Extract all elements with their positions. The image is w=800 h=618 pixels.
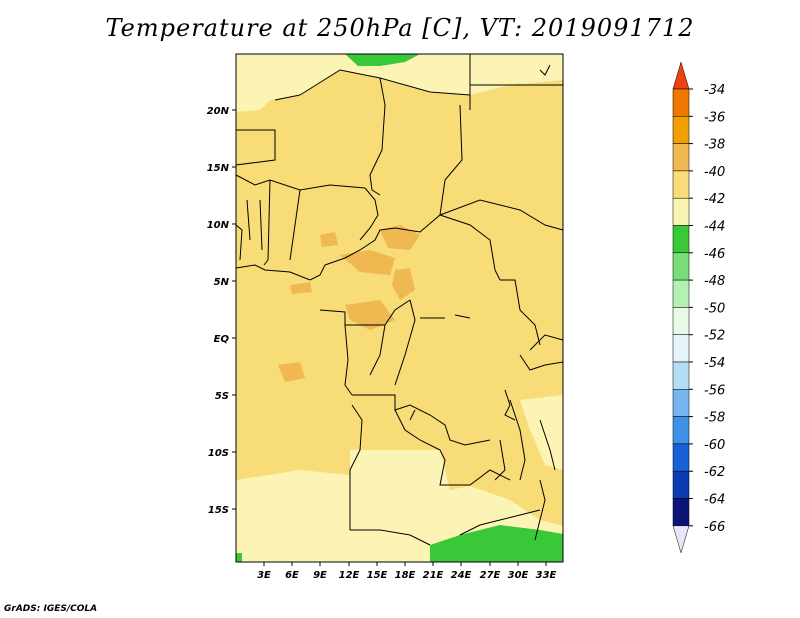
longitude-axis: 3E 6E 9E 12E 15E 18E 21E 24E 27E 30E 33E [257, 562, 557, 581]
colorbar-top-arrow [672, 61, 690, 90]
map-frame [235, 53, 564, 563]
colorbar-label: -38 [704, 138, 725, 153]
colorbar-label: -54 [704, 356, 725, 371]
southwest-green-dot [236, 553, 242, 562]
colorbar-swatch [672, 361, 690, 390]
lon-tick-label: 21E [423, 570, 444, 581]
lon-tick-label: 18E [395, 570, 416, 581]
northeast-pale [470, 54, 563, 84]
lon-tick-label: 33E [536, 570, 557, 581]
colorbar-label: -64 [704, 493, 725, 508]
warm-patch-3 [392, 268, 415, 300]
lon-tick-label: 6E [285, 570, 299, 581]
warm-patch-5 [278, 362, 305, 382]
north-pale-region-2 [236, 96, 270, 112]
colorbar-label: -62 [704, 465, 725, 480]
lon-tick-label: 27E [480, 570, 501, 581]
colorbar-swatch [672, 389, 690, 417]
warm-patch-1 [380, 225, 420, 250]
lon-tick-label: 3E [257, 570, 271, 581]
colorbar-swatch [672, 443, 690, 472]
colorbar-swatch [672, 88, 690, 117]
colorbar-swatch [672, 334, 690, 363]
lat-tick-label: EQ [214, 334, 230, 345]
colorbar-label: -56 [704, 383, 725, 398]
colorbar-swatch [672, 197, 690, 226]
colorbar-swatch [672, 470, 690, 499]
map-field [236, 54, 563, 562]
colorbar-label: -44 [704, 220, 725, 235]
lat-tick-label: 10S [208, 448, 229, 459]
colorbar-label: -48 [704, 274, 725, 289]
colorbar-label: -50 [704, 301, 725, 316]
lon-tick-label: 9E [313, 570, 327, 581]
lat-tick-label: 10N [207, 220, 230, 231]
latitude-axis: 20N 15N 10N 5N EQ 5S 10S 15S [207, 106, 236, 516]
warm-patch-2 [340, 250, 395, 275]
north-pale-region [236, 54, 563, 100]
colorbar-swatch [672, 116, 690, 144]
lat-tick-label: 5S [215, 391, 229, 402]
colorbar-swatch [672, 279, 690, 308]
south-pale-region-2 [350, 450, 450, 490]
east-pale-patch [520, 395, 563, 470]
colorbar-swatch [672, 307, 690, 335]
colorbar-label: -52 [704, 329, 725, 344]
lon-tick-label: 15E [367, 570, 388, 581]
colorbar-swatch [672, 225, 690, 254]
south-green-patch [430, 525, 563, 562]
lon-tick-label: 24E [451, 570, 472, 581]
colorbar-label: -40 [704, 165, 725, 180]
lat-tick-label: 5N [214, 277, 230, 288]
colorbar-swatch [672, 498, 690, 527]
colorbar-label: -42 [704, 192, 725, 207]
warm-patch-4 [345, 300, 395, 330]
colorbar-label: -46 [704, 247, 725, 262]
colorbar-label: -36 [704, 110, 725, 125]
chart-title: Temperature at 250hPa [C], VT: 201909171… [105, 14, 695, 42]
warm-patch-6 [320, 232, 338, 247]
colorbar-label: -66 [704, 520, 725, 535]
credit-label: GrADS: IGES/COLA [4, 604, 98, 614]
colorbar-label: -60 [704, 438, 725, 453]
colorbar-swatch [672, 252, 690, 281]
lon-tick-label: 30E [508, 570, 529, 581]
colorbar-swatch [672, 416, 690, 445]
warm-patch-7 [290, 282, 312, 294]
lat-tick-label: 15N [207, 163, 230, 174]
colorbar: -34 -36 -38 -40 -42 -44 -46 -48 -50 -52 -54 -56 -58 -… [672, 61, 725, 554]
colorbar-swatch [672, 170, 690, 199]
lon-tick-label: 12E [339, 570, 360, 581]
lat-tick-label: 15S [208, 505, 229, 516]
colorbar-label: -58 [704, 411, 725, 426]
lat-tick-label: 20N [207, 106, 230, 117]
country-borders [235, 54, 564, 546]
colorbar-swatch [672, 143, 690, 172]
colorbar-label: -34 [704, 83, 725, 98]
colorbar-bottom-arrow [672, 525, 690, 554]
north-green-patch [345, 54, 420, 66]
